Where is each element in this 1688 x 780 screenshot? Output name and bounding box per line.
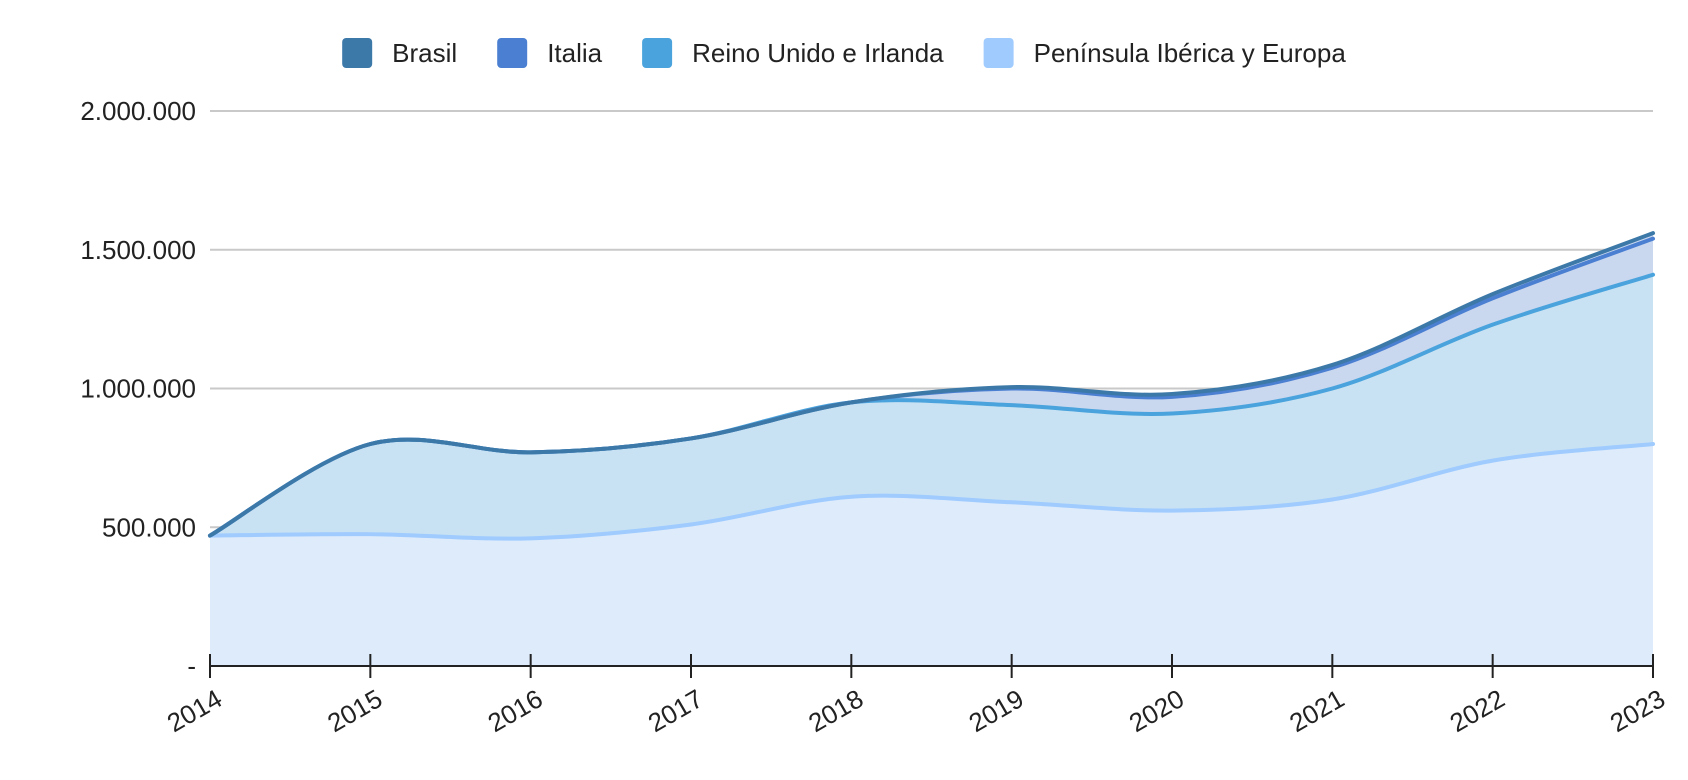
legend-label: Brasil	[392, 38, 457, 68]
legend-label: Reino Unido e Irlanda	[692, 38, 944, 68]
y-tick-label: -	[187, 651, 196, 681]
legend-item-italia: Italia	[497, 38, 603, 68]
legend-item-reino-unido-e-irlanda: Reino Unido e Irlanda	[642, 38, 944, 68]
area-layers	[210, 233, 1653, 666]
x-tick-label: 2023	[1605, 683, 1670, 738]
x-tick-label: 2022	[1445, 683, 1510, 738]
y-tick-label: 1.000.000	[80, 374, 196, 404]
line-brasil	[208, 231, 1655, 538]
x-tick-label: 2021	[1284, 683, 1349, 738]
legend-item-brasil: Brasil	[342, 38, 457, 68]
legend-swatch	[983, 38, 1014, 68]
legend-label: Italia	[547, 38, 602, 68]
legend-label: Península Ibérica y Europa	[1034, 38, 1347, 68]
y-axis: - 500.000 1.000.000 1.500.000 2.000.000	[80, 96, 196, 681]
legend-swatch	[342, 38, 373, 68]
legend-swatch	[642, 38, 673, 68]
y-tick-label: 1.500.000	[80, 235, 196, 265]
x-tick-label: 2017	[643, 683, 708, 738]
series-lines	[208, 231, 1655, 541]
legend-swatch	[497, 38, 528, 68]
legend: Brasil Italia Reino Unido e Irlanda Penínsu…	[342, 38, 1346, 68]
area-peninsula-iberica-y-europa	[210, 444, 1653, 666]
line-peninsula-iberica-y-europa	[208, 442, 1655, 541]
x-axis: 2014 2015 2016 2017 2018 2019 2020 2021 2022 2023	[162, 654, 1670, 738]
x-tick-label: 2015	[322, 683, 387, 738]
x-tick-label: 2018	[803, 683, 868, 738]
y-tick-label: 2.000.000	[80, 96, 196, 126]
x-tick-label: 2020	[1124, 683, 1189, 738]
legend-item-peninsula-iberica-y-europa: Península Ibérica y Europa	[983, 38, 1347, 68]
x-tick-label: 2019	[964, 683, 1029, 738]
y-tick-label: 500.000	[102, 512, 196, 542]
x-tick-label: 2014	[162, 683, 227, 738]
x-tick-label: 2016	[483, 683, 548, 738]
